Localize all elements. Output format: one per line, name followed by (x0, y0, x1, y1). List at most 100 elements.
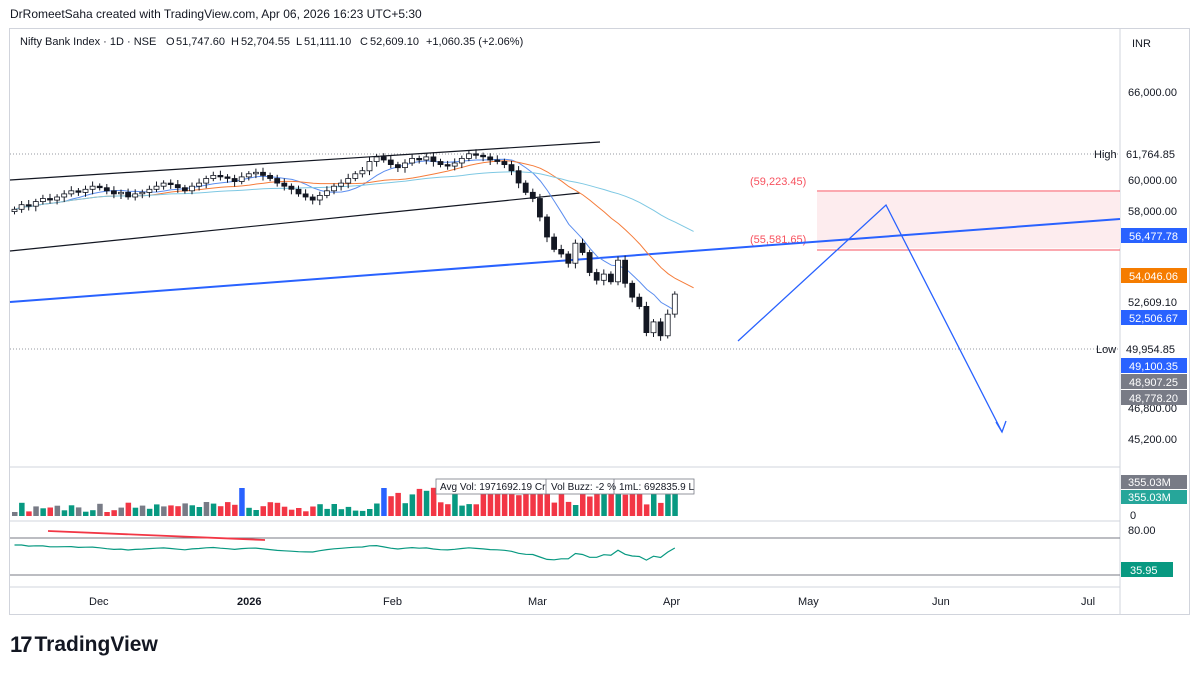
ma-fast-line (14, 158, 676, 312)
y-tick: 46,800.00 (1128, 403, 1177, 415)
candle (68, 190, 75, 195)
candle (203, 178, 210, 184)
candle (54, 196, 60, 201)
volume-tag: 355.03M (1128, 477, 1171, 489)
candle (345, 178, 352, 184)
price-tag-bg (1121, 358, 1187, 373)
volume-bar (445, 504, 451, 516)
candle (643, 305, 650, 333)
candle (529, 191, 536, 199)
x-tick: Jul (1081, 596, 1095, 608)
x-tick: Dec (89, 596, 109, 608)
candle (82, 188, 89, 193)
symbol-title: Nifty Bank Index · 1D · NSE (20, 36, 156, 48)
candle (196, 182, 203, 187)
high-label: High (1094, 149, 1117, 161)
volume-bar (338, 509, 345, 516)
ohlc-low-value: 51,111.10 (304, 36, 351, 48)
candle (47, 198, 53, 201)
candle (238, 176, 245, 182)
candle (89, 185, 96, 190)
volume-bar (651, 488, 657, 516)
volume-bar (601, 490, 607, 516)
volume-bar (395, 492, 401, 516)
volume-bar (438, 502, 444, 516)
volume-bar (430, 487, 437, 516)
candle (437, 161, 444, 165)
ohlc-low-label: L (296, 36, 302, 48)
volume-bar (217, 506, 224, 516)
volume-bar (629, 491, 636, 516)
candle (394, 164, 401, 169)
volume-bar (388, 496, 394, 516)
volume-bar (54, 505, 61, 516)
zone-top-label: (59,223.45) (750, 176, 806, 188)
volume-bar (260, 506, 266, 516)
price-tag-bg (1121, 228, 1187, 243)
y-tick: 58,000.00 (1128, 206, 1177, 218)
low-value: 49,954.85 (1126, 344, 1175, 356)
volume-bar (47, 507, 53, 516)
candle (579, 242, 586, 253)
candle (565, 253, 572, 264)
candle (111, 190, 117, 195)
volume-bar (196, 507, 203, 516)
volume-bar (90, 510, 96, 516)
volume-bar (288, 509, 295, 516)
currency-label: INR (1132, 38, 1151, 50)
volume-tag: 355.03M (1128, 492, 1171, 504)
candle (338, 182, 345, 187)
volume-bar (537, 488, 543, 516)
candle (181, 187, 188, 192)
volume-bar (501, 491, 508, 516)
candle (572, 242, 579, 264)
candle (629, 282, 636, 298)
candle (487, 156, 494, 161)
price-tag-bg (1121, 268, 1187, 283)
candle (608, 273, 614, 283)
volume-bar (367, 509, 373, 516)
volume-bar (68, 505, 75, 516)
volume-bar (161, 506, 167, 516)
ohlc-open-label: O (166, 36, 175, 48)
indicator-label-vol-buzz: Vol Buzz: -2 % (551, 482, 616, 493)
candle (508, 164, 515, 172)
volume-zero-tick: 0 (1130, 510, 1136, 522)
volume-bar (310, 506, 316, 516)
candle (331, 185, 337, 192)
rsi-divergence-line (47, 530, 266, 541)
volume-bar (551, 502, 558, 516)
candlestick-series (11, 149, 678, 341)
candle (636, 296, 643, 307)
volume-bar (402, 503, 408, 516)
candle (444, 164, 451, 167)
candle (32, 201, 39, 207)
price-tag: 49,100.35 (1129, 361, 1178, 373)
volume-bar (480, 492, 487, 516)
volume-bar (232, 504, 238, 516)
volume-bar (615, 492, 621, 516)
volume-bar (345, 506, 352, 516)
candle (267, 174, 274, 179)
rsi-value: 35.95 (1130, 565, 1158, 577)
volume-bar (487, 489, 494, 516)
y-tick: 60,000.00 (1128, 175, 1177, 187)
candle (430, 156, 437, 162)
volume-tag-bg (1121, 490, 1187, 504)
price-tag: 52,506.67 (1129, 313, 1178, 325)
candle (224, 176, 231, 179)
price-tag-bg (1121, 374, 1187, 389)
volume-bar (317, 504, 323, 516)
volume-bar (459, 505, 465, 516)
candle (260, 171, 266, 176)
x-tick: Mar (528, 596, 547, 608)
channel-upper-line (9, 141, 601, 181)
volume-bar (324, 508, 330, 516)
volume-bar (565, 501, 572, 516)
tradingview-logo[interactable]: 17 TradingView (10, 632, 158, 658)
rsi-value-bg (1121, 562, 1173, 577)
chart-header: DrRomeetSaha created with TradingView.co… (10, 7, 422, 21)
candle (544, 216, 550, 238)
y-tick: 66,000.00 (1128, 87, 1177, 99)
